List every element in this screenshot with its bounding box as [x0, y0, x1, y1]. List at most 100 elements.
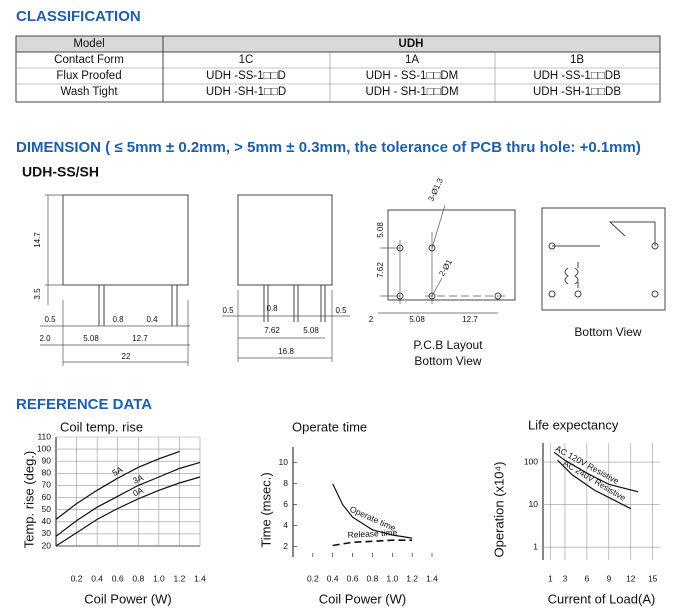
y-tick-label: 10: [279, 457, 289, 467]
table-cell: UDH -SS-1□□DB: [533, 70, 621, 82]
data-line: [557, 459, 632, 510]
table-cell: Contact Form: [54, 54, 124, 66]
dimension-label: 22: [122, 352, 131, 361]
table-cell: UDH -SH-1□□D: [206, 86, 286, 98]
x-tick-label: 1: [548, 573, 553, 583]
data-line: [55, 450, 180, 520]
y-tick-label: 6: [283, 499, 288, 509]
data-line: [553, 451, 639, 493]
dimension-label: 12.7: [132, 334, 148, 343]
y-tick-label: 30: [42, 528, 52, 538]
dimension-label: 3-Ø1.3: [426, 176, 445, 202]
table-cell: UDH -SH-1□□DB: [533, 86, 621, 98]
dimension-label: 5.08: [376, 222, 385, 238]
dimension-label: 12.7: [462, 315, 478, 324]
x-tick-label: 15: [648, 573, 658, 583]
x-tick-label: 0.2: [71, 573, 83, 583]
y-tick-label: 2: [283, 541, 288, 551]
side-view-drawing: 14.7 3.5 0.5 0.8 0.4 2.0 5.08 12.7 22: [33, 194, 190, 366]
x-tick-label: 3: [563, 573, 568, 583]
chart: Operate time Time (msec.) Coil Power (W) 2 4…: [258, 419, 438, 606]
x-tick-label: 0.6: [112, 573, 124, 583]
dimension-label: 0.5: [335, 306, 347, 315]
x-tick-label: 0.6: [347, 573, 359, 583]
x-tick-label: 1.2: [174, 573, 186, 583]
chart: Coil temp. rise Temp. rise (deg.) Coil Pow…: [21, 419, 206, 606]
y-axis-label: Operation (x10⁴): [491, 462, 506, 558]
dimension-label: 2-Ø1: [437, 257, 454, 277]
x-tick-label: 0.2: [307, 573, 319, 583]
header-cell: UDH: [399, 38, 424, 50]
section-title: REFERENCE DATA: [16, 396, 152, 413]
chart-title: Coil temp. rise: [60, 419, 143, 434]
y-tick-label: 110: [37, 431, 51, 441]
series-label: 5A: [110, 464, 124, 478]
chart: Life expectancy Operation (x10⁴) Current o…: [491, 417, 660, 606]
table-cell: 1B: [570, 54, 584, 66]
table-cell: UDH -SS-1□□D: [206, 70, 286, 82]
table-cell: UDH - SH-1□□DM: [365, 86, 458, 98]
header-cell: Model: [73, 38, 104, 50]
drawing-caption: Bottom View: [574, 325, 641, 339]
series-label: Release time: [347, 527, 397, 540]
y-tick-label: 60: [42, 492, 52, 502]
data-line: [55, 461, 201, 537]
drawing-caption: Bottom View: [414, 354, 481, 368]
pcb-layout-drawing: 3-Ø1.3 5.08 7.62 2-Ø1 2 5.08 12.7 P.C.B …: [369, 176, 516, 368]
x-tick-label: 9: [606, 573, 611, 583]
bottom-view-drawing: Bottom View: [541, 207, 666, 339]
x-tick-label: 6: [585, 573, 590, 583]
x-tick-label: 0.8: [367, 573, 379, 583]
drawing-caption: P.C.B Layout: [413, 338, 483, 352]
x-tick-label: 0.4: [91, 573, 103, 583]
data-line: [55, 476, 201, 547]
x-tick-label: 12: [626, 573, 636, 583]
x-tick-label: 1.4: [426, 573, 438, 583]
series-label: 3A: [131, 472, 145, 486]
y-tick-label: 20: [42, 540, 52, 550]
table-cell: UDH - SS-1□□DM: [366, 70, 458, 82]
section-title: CLASSIFICATION: [16, 8, 141, 25]
x-tick-label: 1.4: [194, 573, 206, 583]
y-tick-label: 70: [42, 480, 52, 490]
dimension-label: 0.8: [112, 315, 124, 324]
y-tick-label: 40: [42, 516, 52, 526]
table-cell: Flux Proofed: [56, 70, 121, 82]
dimension-label: 5.08: [83, 334, 99, 343]
y-tick-label: 1: [533, 541, 538, 551]
dimension-label: 14.7: [33, 232, 42, 248]
x-tick-label: 1.2: [406, 573, 418, 583]
table-cell: Wash Tight: [60, 86, 118, 98]
dimension-label: 3.5: [33, 288, 42, 300]
x-axis-label: Coil Power (W): [319, 591, 406, 606]
dimension-label: 5.08: [303, 326, 319, 335]
dimension-label: 5.08: [409, 315, 425, 324]
model-label: UDH-SS/SH: [22, 164, 99, 180]
data-line: [332, 539, 413, 547]
section-title: DIMENSION ( ≤ 5mm ± 0.2mm, > 5mm ± 0.3mm…: [16, 139, 641, 156]
table-cell: 1A: [405, 54, 419, 66]
y-tick-label: 4: [283, 520, 288, 530]
dimension-label: 7.62: [376, 262, 385, 278]
dimension-label: 2.0: [39, 334, 51, 343]
table-cell: 1C: [239, 54, 254, 66]
x-tick-label: 0.4: [327, 573, 339, 583]
x-tick-label: 1.0: [153, 573, 165, 583]
dimension-label: 7.62: [264, 326, 280, 335]
y-tick-label: 100: [524, 456, 538, 466]
dimension-label: 2: [369, 315, 374, 324]
chart-title: Life expectancy: [528, 417, 619, 432]
dimension-label: 0.4: [146, 315, 158, 324]
y-axis-label: Temp. rise (deg.): [21, 451, 36, 549]
x-tick-label: 1.0: [386, 573, 398, 583]
dimension-label: 0.5: [44, 315, 56, 324]
y-axis-label: Time (msec.): [258, 472, 273, 547]
dimension-label: 0.5: [222, 306, 234, 315]
front-view-drawing: 0.5 0.8 0.5 7.62 5.08 16.8: [222, 194, 350, 362]
y-tick-label: 10: [529, 499, 539, 509]
x-axis-label: Current of Load(A): [548, 591, 656, 606]
data-line: [332, 483, 413, 539]
dimension-label: 0.8: [266, 304, 278, 313]
series-label: 0A: [131, 485, 145, 498]
